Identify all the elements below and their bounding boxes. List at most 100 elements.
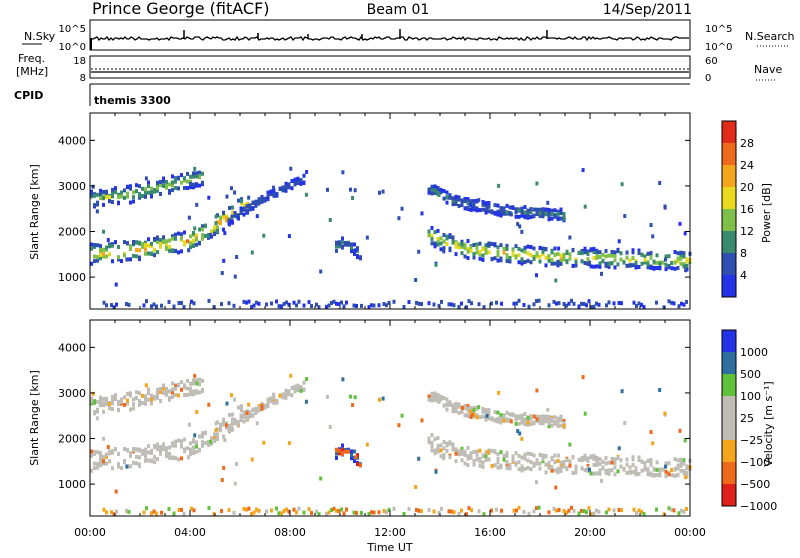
power-cell xyxy=(517,208,521,213)
power-cell xyxy=(290,186,294,191)
power-cell xyxy=(195,171,198,176)
velocity-cell xyxy=(187,422,191,427)
nsearch-tick-low: 10^0 xyxy=(705,42,732,53)
power-cell xyxy=(145,299,148,304)
velocity-cell xyxy=(617,507,621,512)
power-cell xyxy=(171,234,174,239)
velocity-cell xyxy=(559,466,563,471)
power-cell xyxy=(437,303,441,308)
velocity-cell xyxy=(452,510,456,515)
velocity-cell xyxy=(469,455,473,460)
velocity-cell xyxy=(685,466,689,471)
power-cell xyxy=(192,171,195,176)
power-cell xyxy=(589,264,593,269)
power-cell xyxy=(307,300,311,305)
velocity-cell xyxy=(658,388,662,393)
velocity-cell xyxy=(460,409,464,414)
velocity-colorbar-tick-label: −25 xyxy=(740,434,763,447)
power-cell xyxy=(460,239,464,244)
power-cell xyxy=(577,304,581,309)
velocity-cell xyxy=(183,437,186,442)
power-cell xyxy=(135,189,138,194)
power-cell xyxy=(177,186,180,191)
power-cell xyxy=(662,305,666,310)
velocity-cell xyxy=(481,454,485,459)
velocity-cell xyxy=(275,506,278,511)
velocity-cell xyxy=(664,469,668,474)
power-cell xyxy=(544,247,548,252)
velocity-cell xyxy=(436,394,440,399)
velocity-cell xyxy=(108,402,111,407)
velocity-cell xyxy=(432,509,436,514)
velocity-cell xyxy=(508,463,512,468)
power-cell xyxy=(613,250,617,255)
velocity-cell xyxy=(189,389,192,394)
power-cell xyxy=(496,245,500,250)
power-cell xyxy=(353,242,356,247)
velocity-cell xyxy=(607,469,611,474)
velocity-cell xyxy=(652,466,656,471)
velocity-cell xyxy=(451,444,455,449)
velocity-cell xyxy=(553,421,557,426)
power-cell xyxy=(382,302,386,307)
velocity-cell xyxy=(281,392,285,397)
velocity-cell xyxy=(317,512,321,517)
power-cell xyxy=(436,239,440,244)
velocity-cell xyxy=(505,460,509,465)
power-colorbar-frame xyxy=(721,120,737,298)
power-cell xyxy=(499,210,503,215)
power-cell xyxy=(452,303,456,308)
power-cell xyxy=(310,304,313,309)
velocity-cell xyxy=(679,460,683,465)
power-cell xyxy=(381,189,385,194)
velocity-cell xyxy=(520,455,524,460)
power-cell xyxy=(213,231,216,236)
power-cell xyxy=(230,219,234,224)
y-tick-label: 1000 xyxy=(58,478,86,491)
velocity-cell xyxy=(99,403,102,408)
power-cell xyxy=(679,261,683,266)
power-cell xyxy=(193,166,197,171)
power-cell xyxy=(490,301,493,306)
power-cell xyxy=(144,240,147,245)
velocity-cell xyxy=(451,409,455,414)
power-cell xyxy=(210,229,213,234)
power-cell xyxy=(526,244,530,249)
velocity-cell xyxy=(302,380,306,385)
power-cell xyxy=(132,241,135,246)
velocity-cell xyxy=(222,465,226,470)
power-cell xyxy=(541,214,545,219)
power-cell xyxy=(481,257,485,262)
velocity-cell xyxy=(150,401,153,406)
power-cell xyxy=(640,252,644,257)
power-cell xyxy=(186,179,189,184)
power-cell xyxy=(189,185,192,190)
power-cell xyxy=(190,299,193,304)
velocity-cell xyxy=(463,452,467,457)
velocity-cell xyxy=(556,466,560,471)
velocity-cell xyxy=(214,421,218,426)
velocity-cell xyxy=(105,402,108,407)
velocity-cell xyxy=(672,508,676,513)
power-cell xyxy=(632,300,636,305)
x-tick-label: 12:00 xyxy=(374,526,406,539)
power-cell xyxy=(180,300,183,305)
power-cell xyxy=(535,252,539,257)
power-cell xyxy=(445,190,449,195)
velocity-cell xyxy=(296,385,300,390)
velocity-cell xyxy=(580,458,584,463)
power-cell xyxy=(117,255,120,260)
power-cell xyxy=(537,298,541,303)
power-cell xyxy=(96,192,99,197)
velocity-cell xyxy=(402,511,406,516)
power-colorbar-tick-label: 8 xyxy=(740,247,747,260)
velocity-cell xyxy=(230,426,234,431)
velocity-cell xyxy=(658,468,662,473)
velocity-cell xyxy=(676,458,680,463)
power-cell xyxy=(159,191,162,196)
power-cell xyxy=(518,224,522,229)
power-cell xyxy=(620,182,624,187)
velocity-cell xyxy=(147,391,150,396)
power-cell xyxy=(463,254,467,259)
velocity-cell xyxy=(523,412,527,417)
